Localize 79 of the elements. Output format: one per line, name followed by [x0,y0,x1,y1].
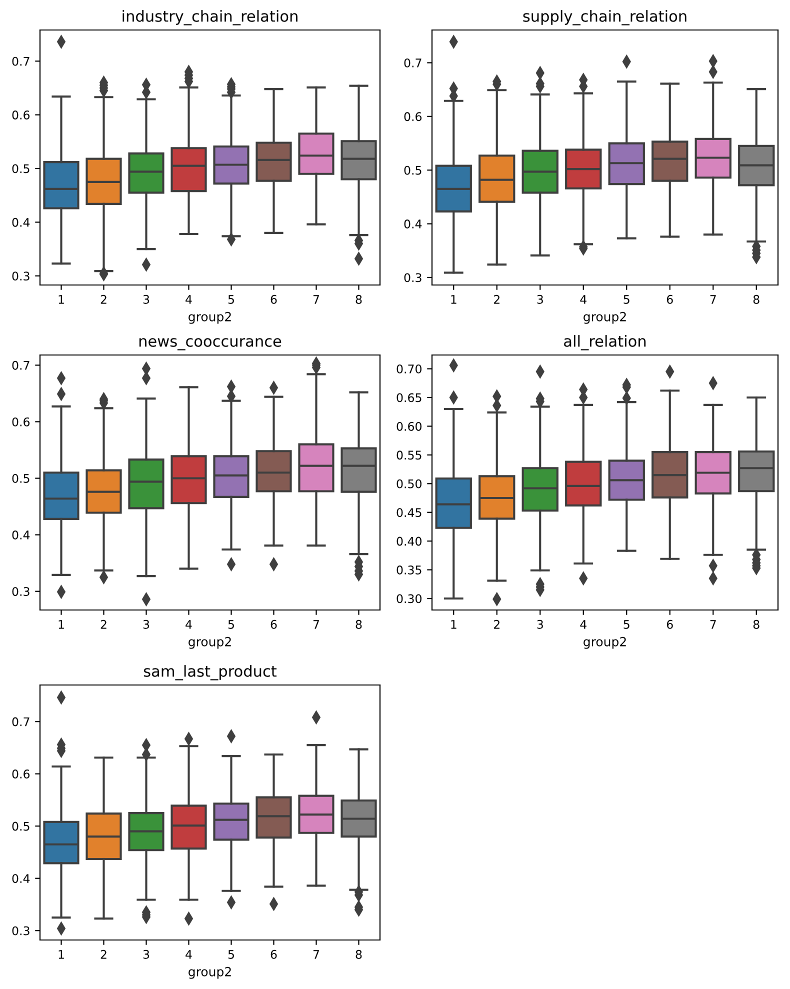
x-tick-label: 7 [313,295,319,304]
x-tick-label: 3 [143,950,150,959]
y-tick-label: 0.7 [12,717,30,726]
x-tick-label: 7 [313,950,319,959]
x-tick-label: 2 [494,620,500,629]
y-tick-label: 0.3 [404,273,422,282]
x-tick-label: 5 [624,295,630,304]
x-tick-label: 7 [313,620,319,629]
chart-title: industry_chain_relation [122,10,298,26]
x-tick-label: 3 [143,294,150,304]
x-tick-label: 6 [270,950,277,959]
y-tick-label: 0.65 [396,393,422,402]
y-tick-label: 0.4 [12,218,30,227]
y-tick-label: 0.5 [12,474,30,483]
y-tick-label: 0.70 [396,364,422,374]
x-tick-label: 2 [494,294,500,304]
x-tick-label: 4 [186,620,192,629]
y-tick-label: 0.4 [12,874,30,883]
y-tick-label: 0.5 [404,166,422,175]
y-tick-label: 0.4 [404,220,422,228]
x-tick-label: 3 [537,294,543,304]
x-tick-label: 5 [624,620,630,629]
chart-title: all_relation [564,335,646,350]
x-tick-label: 2 [100,294,106,304]
y-tick-label: 0.60 [396,422,422,431]
x-tick-label: 2 [100,620,106,629]
y-tick-label: 0.35 [396,566,422,574]
y-tick-label: 0.55 [396,450,422,460]
x-tick-label: 1 [58,620,64,629]
x-tick-label: 8 [753,620,760,629]
y-tick-label: 0.7 [404,58,422,68]
x-axis-title: group2 [188,966,231,979]
x-tick-label: 6 [666,620,673,629]
x-tick-label: 3 [537,620,543,629]
y-tick-label: 0.40 [396,536,422,546]
x-tick-label: 6 [666,294,673,304]
x-tick-label: 8 [356,950,362,959]
x-tick-label: 1 [451,295,456,304]
x-tick-label: 2 [100,950,106,959]
x-tick-label: 5 [228,295,234,304]
x-tick-label: 4 [186,295,192,304]
x-axis-title: group2 [188,636,231,649]
chart-title: sam_last_product [144,665,277,680]
y-tick-label: 0.5 [12,164,30,174]
chart-title: news_cooccurance [139,338,282,350]
y-tick-label: 0.6 [12,417,30,426]
y-tick-label: 0.5 [12,822,30,831]
y-tick-label: 0.6 [12,110,30,120]
y-tick-label: 0.6 [12,770,30,778]
x-tick-label: 4 [186,950,192,959]
x-tick-label: 5 [228,950,234,959]
x-tick-label: 8 [753,294,760,304]
x-axis-title: group2 [188,312,231,324]
y-tick-label: 0.7 [12,360,30,370]
chart-title: supply_chain_relation [523,10,686,26]
y-tick-label: 0.7 [12,56,30,66]
y-tick-label: 0.6 [404,112,422,122]
x-tick-label: 1 [451,620,456,629]
x-tick-label: 8 [356,620,362,629]
x-tick-label: 7 [710,620,716,629]
y-tick-label: 0.4 [12,530,30,540]
y-tick-label: 0.3 [12,272,30,281]
x-axis-title: group2 [584,312,626,324]
x-tick-label: 7 [710,295,716,304]
y-tick-label: 0.3 [12,587,30,596]
y-tick-label: 0.3 [12,926,30,936]
x-tick-label: 3 [143,620,150,629]
x-tick-label: 4 [580,295,586,304]
x-tick-label: 5 [228,620,234,629]
x-tick-label: 6 [270,294,277,304]
y-tick-label: 0.45 [396,508,422,518]
x-tick-label: 6 [270,620,277,629]
x-tick-label: 1 [58,950,64,959]
y-tick-label: 0.50 [396,479,422,488]
x-tick-label: 1 [58,295,64,304]
x-axis-title: group2 [584,636,626,649]
x-tick-label: 4 [580,620,586,629]
y-tick-label: 0.30 [396,594,422,604]
x-tick-label: 8 [356,294,362,304]
